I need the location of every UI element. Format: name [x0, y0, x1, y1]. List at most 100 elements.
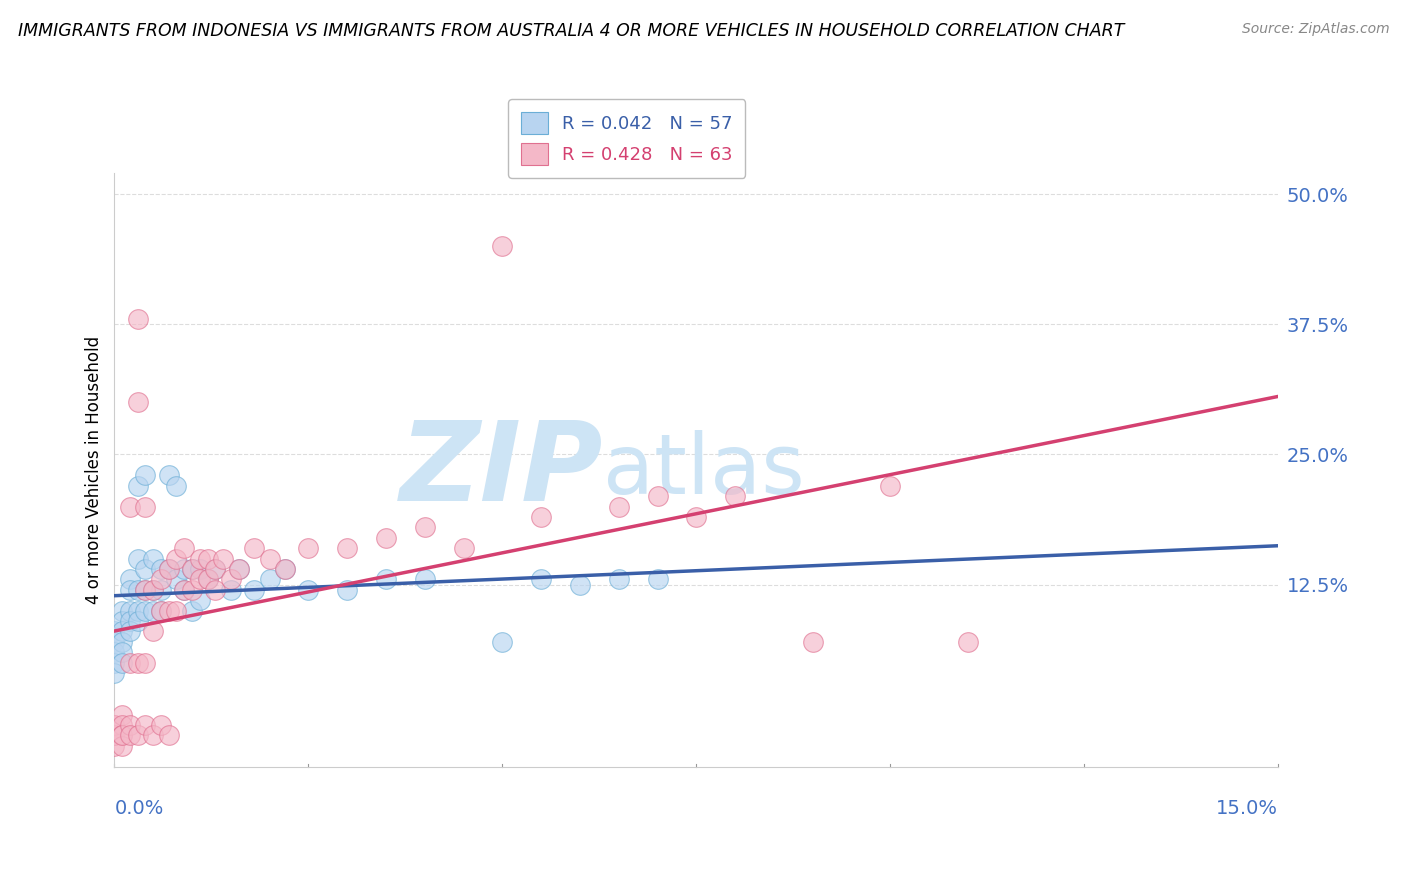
Point	[188, 551, 211, 566]
Point	[166, 604, 188, 618]
Point	[103, 729, 125, 743]
Point	[127, 479, 149, 493]
Point	[157, 562, 180, 576]
Point	[491, 239, 513, 253]
Point	[142, 582, 165, 597]
Point	[111, 707, 134, 722]
Point	[134, 468, 156, 483]
Point	[127, 395, 149, 409]
Point	[157, 729, 180, 743]
Point	[166, 551, 188, 566]
Point	[149, 718, 172, 732]
Text: 15.0%: 15.0%	[1216, 799, 1278, 818]
Point	[413, 573, 436, 587]
Point	[127, 312, 149, 326]
Point	[134, 582, 156, 597]
Point	[243, 541, 266, 556]
Point	[297, 541, 319, 556]
Point	[166, 479, 188, 493]
Point	[118, 614, 141, 628]
Point	[103, 656, 125, 670]
Point	[801, 635, 824, 649]
Point	[157, 468, 180, 483]
Point	[142, 624, 165, 639]
Point	[259, 573, 281, 587]
Point	[188, 573, 211, 587]
Point	[142, 729, 165, 743]
Point	[149, 582, 172, 597]
Point	[197, 573, 219, 587]
Point	[111, 635, 134, 649]
Point	[127, 614, 149, 628]
Point	[188, 562, 211, 576]
Point	[607, 500, 630, 514]
Point	[647, 489, 669, 503]
Point	[134, 656, 156, 670]
Legend: R = 0.042   N = 57, R = 0.428   N = 63: R = 0.042 N = 57, R = 0.428 N = 63	[508, 100, 745, 178]
Point	[127, 656, 149, 670]
Point	[181, 604, 204, 618]
Point	[336, 582, 359, 597]
Point	[118, 604, 141, 618]
Point	[103, 624, 125, 639]
Point	[219, 573, 242, 587]
Point	[103, 718, 125, 732]
Point	[166, 573, 188, 587]
Point	[173, 562, 195, 576]
Point	[149, 573, 172, 587]
Point	[127, 582, 149, 597]
Point	[134, 500, 156, 514]
Point	[103, 635, 125, 649]
Point	[181, 562, 204, 576]
Text: atlas: atlas	[603, 430, 806, 510]
Point	[111, 729, 134, 743]
Point	[259, 551, 281, 566]
Point	[111, 645, 134, 659]
Point	[118, 718, 141, 732]
Point	[157, 604, 180, 618]
Point	[647, 573, 669, 587]
Point	[149, 604, 172, 618]
Point	[228, 562, 250, 576]
Point	[491, 635, 513, 649]
Point	[569, 577, 592, 591]
Point	[118, 729, 141, 743]
Point	[204, 562, 226, 576]
Point	[173, 541, 195, 556]
Point	[142, 582, 165, 597]
Point	[127, 729, 149, 743]
Point	[127, 551, 149, 566]
Text: Source: ZipAtlas.com: Source: ZipAtlas.com	[1241, 22, 1389, 37]
Point	[336, 541, 359, 556]
Point	[243, 582, 266, 597]
Point	[134, 562, 156, 576]
Point	[530, 510, 553, 524]
Point	[879, 479, 901, 493]
Point	[134, 718, 156, 732]
Point	[204, 562, 226, 576]
Point	[103, 729, 125, 743]
Point	[375, 573, 398, 587]
Point	[134, 582, 156, 597]
Point	[103, 718, 125, 732]
Point	[212, 551, 235, 566]
Y-axis label: 4 or more Vehicles in Household: 4 or more Vehicles in Household	[86, 336, 103, 604]
Point	[127, 604, 149, 618]
Point	[142, 551, 165, 566]
Point	[103, 739, 125, 753]
Point	[453, 541, 475, 556]
Point	[375, 531, 398, 545]
Point	[111, 739, 134, 753]
Point	[204, 582, 226, 597]
Point	[956, 635, 979, 649]
Text: ZIP: ZIP	[399, 417, 603, 524]
Point	[197, 551, 219, 566]
Point	[157, 562, 180, 576]
Point	[274, 562, 297, 576]
Point	[134, 604, 156, 618]
Point	[181, 582, 204, 597]
Point	[149, 604, 172, 618]
Point	[197, 573, 219, 587]
Point	[111, 729, 134, 743]
Text: 0.0%: 0.0%	[114, 799, 163, 818]
